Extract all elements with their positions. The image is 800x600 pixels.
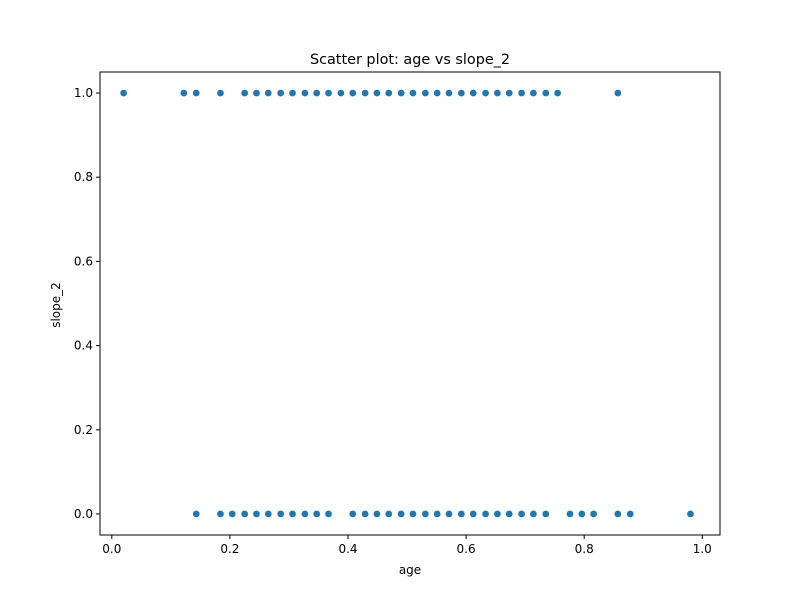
scatter-point [348,89,357,97]
scatter-point [192,89,201,97]
scatter-point [252,89,261,97]
plot-area-frame [99,71,721,536]
scatter-point [481,89,490,97]
scatter-point [348,510,357,518]
scatter-point [312,89,321,97]
scatter-point [433,510,442,518]
x-axis-ticks: 0.0 0.2 0.4 0.6 0.8 1.0 [102,535,712,556]
scatter-point [577,510,586,518]
scatter-point [397,89,405,97]
scatter-point [384,510,393,518]
scatter-point [228,510,237,518]
scatter-point [541,89,550,97]
scatter-point [613,510,622,518]
y-tick-label: 0.8 [74,170,93,184]
points-layer [119,89,695,518]
scatter-point [493,510,502,518]
scatter-point [192,510,201,518]
scatter-point [613,89,622,97]
scatter-point [469,89,478,97]
y-tick-label: 0.4 [74,339,93,353]
scatter-point [626,510,635,518]
x-tick-label: 1.0 [693,542,712,556]
scatter-point [288,89,297,97]
scatter-point [324,510,333,518]
scatter-point [119,89,128,97]
scatter-point [312,510,321,518]
scatter-point [216,89,225,97]
scatter-point [541,510,550,518]
y-tick-label: 0.2 [74,423,93,437]
scatter-point [179,89,188,97]
scatter-point [288,510,297,518]
y-tick-label: 0.6 [74,254,93,268]
y-axis-ticks: 0.0 0.2 0.4 0.6 0.8 1.0 [74,86,100,521]
scatter-point [240,89,249,97]
scatter-point [361,89,369,97]
scatter-point [457,89,466,97]
chart-title: Scatter plot: age vs slope_2 [310,52,510,68]
scatter-point [589,510,598,518]
scatter-point [373,89,381,97]
x-tick-label: 0.8 [575,542,594,556]
scatter-point [517,89,526,97]
scatter-point [409,89,417,97]
scatter-point [421,510,430,518]
scatter-point [301,510,309,518]
x-tick-label: 0.0 [102,542,121,556]
scatter-point [505,510,514,518]
scatter-point [566,510,574,518]
scatter-point [264,89,273,97]
scatter-point [409,510,417,518]
x-tick-label: 0.6 [457,542,476,556]
scatter-point [373,510,381,518]
scatter-point [337,89,345,97]
scatter-point [301,89,309,97]
scatter-point [529,89,538,97]
scatter-point [384,89,393,97]
scatter-point [481,510,490,518]
y-tick-label: 0.0 [74,507,93,521]
scatter-point [397,510,405,518]
scatter-point [686,510,695,518]
scatter-point [276,89,285,97]
scatter-point [240,510,249,518]
scatter-point [445,510,453,518]
scatter-point [276,510,285,518]
scatter-point [433,89,442,97]
x-tick-label: 0.4 [338,542,357,556]
scatter-point [505,89,514,97]
scatter-point [361,510,369,518]
scatter-point [445,89,453,97]
scatter-point [324,89,333,97]
scatter-point [469,510,478,518]
x-tick-label: 0.2 [220,542,239,556]
y-axis-label: slope_2 [49,282,63,328]
scatter-point [252,510,261,518]
scatter-point [216,510,225,518]
scatter-point [517,510,526,518]
scatter-point [421,89,430,97]
scatter-point [529,510,538,518]
scatter-point [457,510,466,518]
scatter-point [493,89,502,97]
y-tick-label: 1.0 [74,86,93,100]
scatter-point [264,510,273,518]
scatter-point [553,89,562,97]
x-axis-label: age [399,563,421,577]
